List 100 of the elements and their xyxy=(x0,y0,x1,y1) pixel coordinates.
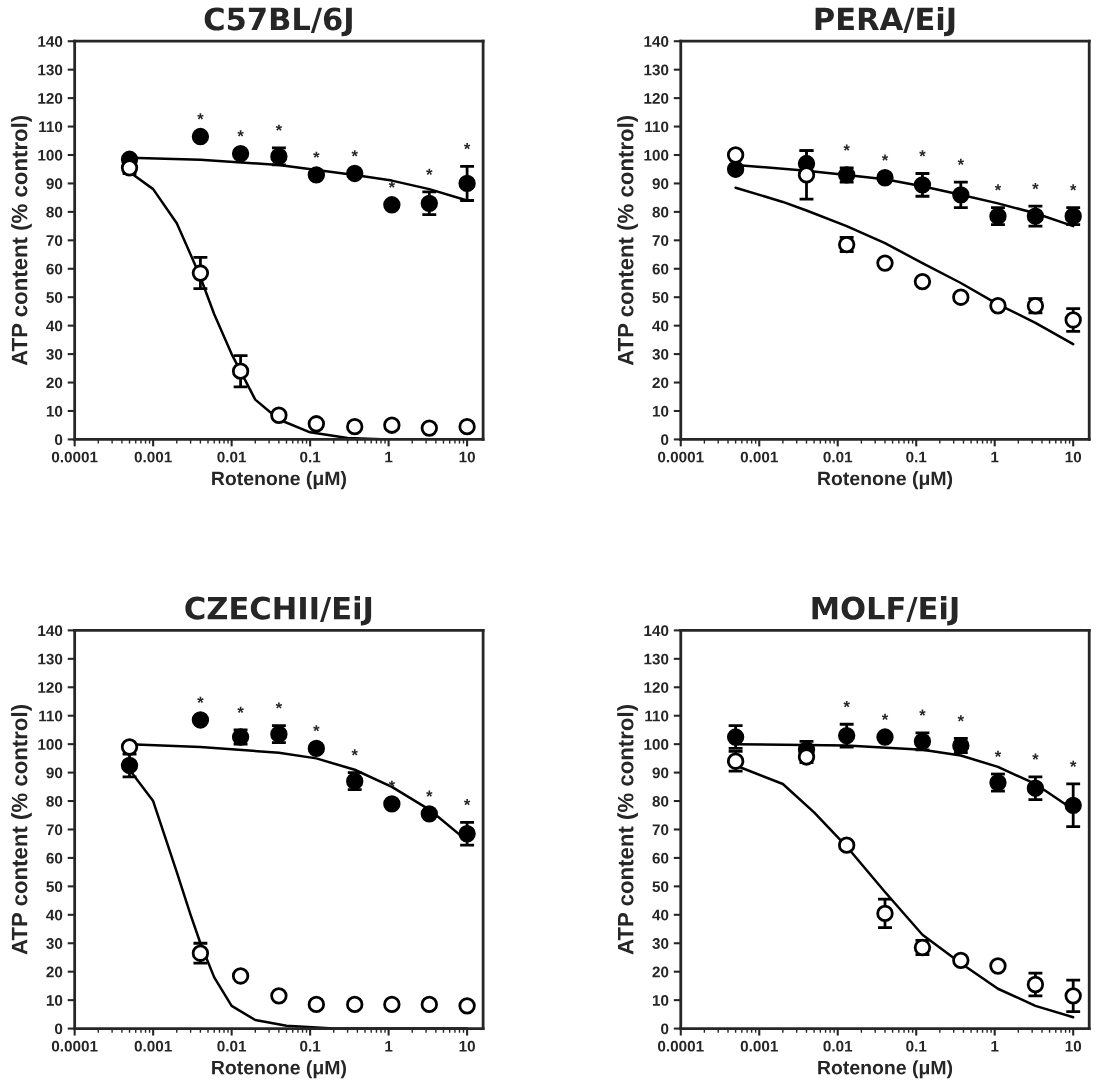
annotation: * xyxy=(881,713,889,720)
y-tick-label: 50 xyxy=(652,292,669,303)
y-tick-label: 0 xyxy=(661,434,669,446)
annotation: * xyxy=(351,749,358,756)
y-tick-label: 140 xyxy=(38,625,63,637)
annotation: * xyxy=(426,790,433,797)
point xyxy=(913,272,932,291)
annotation: * xyxy=(388,181,396,188)
point xyxy=(989,297,1007,315)
y-tick-label: 140 xyxy=(644,36,669,47)
point xyxy=(191,127,210,146)
annotation: * xyxy=(313,725,320,732)
y-tick-label: 120 xyxy=(644,92,669,104)
annotation: * xyxy=(843,700,850,708)
y-tick-label: 0 xyxy=(54,1023,63,1035)
point xyxy=(307,415,326,433)
point xyxy=(458,997,476,1015)
x-tick-label: 0.1 xyxy=(906,1040,927,1052)
x-tick-label: 0.0001 xyxy=(658,1040,704,1052)
y-tick-label: 60 xyxy=(652,852,669,864)
y-tick-label: 20 xyxy=(46,377,63,389)
point xyxy=(307,739,326,758)
point xyxy=(346,164,364,183)
y-tick-label: 100 xyxy=(38,149,63,161)
x-tick-label: 0.0001 xyxy=(658,451,704,463)
point xyxy=(191,264,210,282)
y-tick-label: 30 xyxy=(652,938,669,949)
y-tick-label: 90 xyxy=(46,178,63,190)
point xyxy=(913,176,932,194)
x-tick-label: 0.1 xyxy=(906,451,927,463)
annotation: * xyxy=(1070,184,1077,191)
point xyxy=(346,417,364,436)
x-tick-label: 10 xyxy=(1065,1040,1082,1052)
point xyxy=(838,836,856,854)
annotation: * xyxy=(426,168,433,175)
annotation: * xyxy=(197,113,204,120)
point xyxy=(1064,987,1082,1005)
point xyxy=(231,362,250,380)
chart-title: C57BL/6J xyxy=(204,7,352,37)
x-axis-title: Rotenone (μM) xyxy=(818,471,953,490)
y-tick-label: 90 xyxy=(652,178,669,190)
y-tick-label: 60 xyxy=(46,852,63,864)
annotation: * xyxy=(881,154,889,161)
annotation: * xyxy=(275,702,283,709)
point xyxy=(231,144,250,163)
annotation: * xyxy=(237,130,244,137)
y-tick-label: 70 xyxy=(652,824,669,836)
y-tick-label: 120 xyxy=(38,682,63,693)
y-tick-label: 130 xyxy=(644,64,669,76)
y-tick-label: 110 xyxy=(39,121,63,133)
annotation: * xyxy=(197,696,204,703)
point xyxy=(458,174,476,193)
point xyxy=(876,169,894,187)
y-tick-label: 70 xyxy=(46,235,63,247)
y-axis-title: ATP content (% control) xyxy=(11,115,32,366)
x-tick-label: 10 xyxy=(459,451,475,463)
point xyxy=(420,419,438,437)
y-axis-title: ATP content (% control) xyxy=(617,115,638,366)
y-tick-label: 10 xyxy=(46,995,63,1006)
y-tick-label: 20 xyxy=(46,966,63,978)
y-tick-label: 30 xyxy=(46,348,63,360)
y-tick-label: 80 xyxy=(652,206,669,218)
y-tick-label: 70 xyxy=(46,824,63,836)
y-tick-label: 140 xyxy=(38,36,63,47)
y-tick-label: 30 xyxy=(46,938,63,949)
y-tick-label: 130 xyxy=(38,64,63,76)
y-tick-label: 50 xyxy=(652,881,669,893)
x-tick-label: 1 xyxy=(991,1040,999,1052)
x-tick-label: 1 xyxy=(385,451,393,463)
y-axis-title: ATP content (% control) xyxy=(617,705,638,955)
point xyxy=(383,196,401,214)
point xyxy=(420,805,438,823)
y-tick-label: 60 xyxy=(652,263,669,275)
point xyxy=(307,995,326,1014)
y-tick-label: 100 xyxy=(644,739,669,750)
point xyxy=(383,416,401,434)
point xyxy=(1064,796,1082,814)
point xyxy=(420,995,438,1014)
annotation: * xyxy=(919,150,926,157)
y-tick-label: 0 xyxy=(54,434,63,446)
annotation: * xyxy=(957,158,965,165)
x-tick-label: 0.001 xyxy=(740,1040,778,1052)
annotation: * xyxy=(1070,760,1077,767)
x-axis-title: Rotenone (μM) xyxy=(212,1060,346,1079)
x-tick-label: 1 xyxy=(385,1040,393,1052)
x-tick-label: 0.001 xyxy=(134,451,172,463)
x-tick-label: 0.1 xyxy=(300,451,321,463)
y-tick-label: 10 xyxy=(46,405,63,417)
y-tick-label: 90 xyxy=(46,767,63,779)
annotation: * xyxy=(463,143,471,150)
y-tick-label: 100 xyxy=(644,149,669,161)
y-tick-label: 110 xyxy=(645,710,669,722)
point xyxy=(876,904,894,923)
annotation: * xyxy=(994,750,1002,757)
point xyxy=(307,166,326,184)
annotation: * xyxy=(1032,753,1039,760)
y-tick-label: 40 xyxy=(46,320,63,332)
y-tick-label: 70 xyxy=(652,235,669,247)
x-tick-label: 0.01 xyxy=(217,451,247,463)
y-tick-label: 80 xyxy=(46,795,63,807)
